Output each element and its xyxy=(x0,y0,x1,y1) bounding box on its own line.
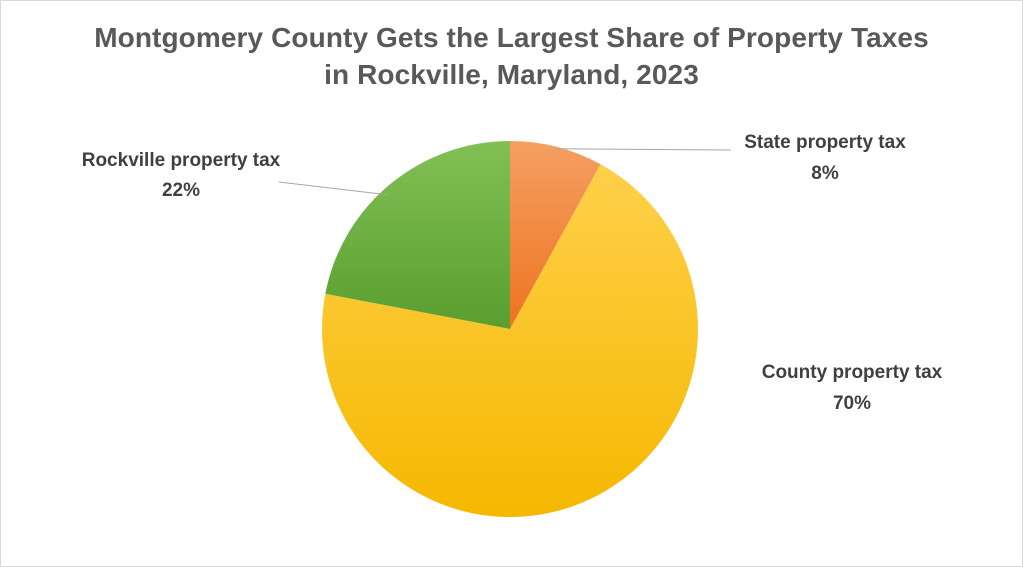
label-rockville-value: 22% xyxy=(162,180,200,201)
chart-title: Montgomery County Gets the Largest Share… xyxy=(1,19,1022,93)
label-rockville-name: Rockville property tax xyxy=(82,150,281,171)
slice-labels: State property tax 8% County property ta… xyxy=(82,132,943,414)
chart-title-line-2: in Rockville, Maryland, 2023 xyxy=(324,59,699,90)
pie-slice-rockville-property-tax xyxy=(325,141,510,329)
pie-slice-state-property-tax xyxy=(510,140,601,329)
label-state-value: 8% xyxy=(811,163,839,184)
pie-slices xyxy=(322,140,699,517)
label-county-name: County property tax xyxy=(762,362,943,383)
leader-line-rockville-property-tax xyxy=(278,181,388,196)
label-state-name: State property tax xyxy=(744,132,906,153)
label-county-value: 70% xyxy=(833,393,871,414)
pie-slice-county-property-tax xyxy=(322,164,699,517)
leader-line-state-property-tax xyxy=(556,148,732,151)
leader-lines xyxy=(278,148,732,196)
chart-title-line-1: Montgomery County Gets the Largest Share… xyxy=(94,22,929,53)
